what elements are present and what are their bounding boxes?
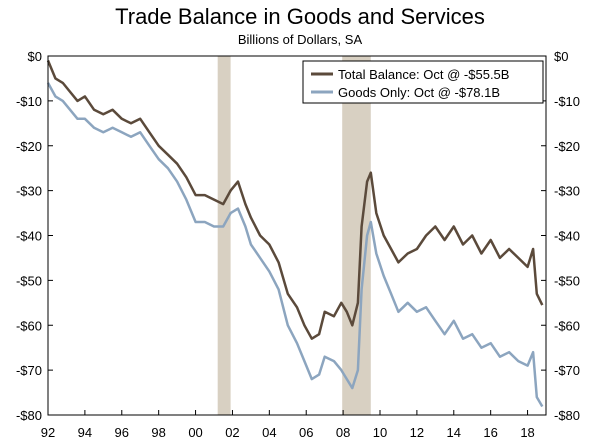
- x-tick-label: 08: [336, 425, 350, 440]
- x-tick-label: 92: [41, 425, 55, 440]
- x-tick-label: 10: [373, 425, 387, 440]
- axis-ticks: $0 $0 -$10 -$10 -$20 -$20 -$30 -$30 -$40 -$40 -$50…: [16, 49, 580, 440]
- y-tick-label-left: -$30: [16, 184, 42, 199]
- total-legend-label: Total Balance: Oct @ -$55.5B: [338, 67, 509, 82]
- y-tick-label-right: -$50: [554, 273, 580, 288]
- x-tick-label: 14: [447, 425, 461, 440]
- y-tick-label-left: -$10: [16, 94, 42, 109]
- y-tick-label-left: -$20: [16, 139, 42, 154]
- y-tick-label-left: $0: [28, 49, 42, 64]
- x-tick-label: 06: [299, 425, 313, 440]
- x-tick-label: 12: [410, 425, 424, 440]
- x-tick-label: 98: [151, 425, 165, 440]
- y-tick-label-left: -$80: [16, 408, 42, 423]
- y-tick-label-right: $0: [554, 49, 568, 64]
- x-tick-label: 00: [188, 425, 202, 440]
- x-tick-label: 02: [225, 425, 239, 440]
- chart-subtitle: Billions of Dollars, SA: [237, 32, 363, 47]
- legend: Total Balance: Oct @ -$55.5B Goods Only: …: [302, 60, 544, 104]
- y-tick-label-right: -$10: [554, 94, 580, 109]
- goods-legend-label: Goods Only: Oct @ -$78.1B: [338, 85, 500, 100]
- x-tick-label: 18: [520, 425, 534, 440]
- y-tick-label-left: -$50: [16, 273, 42, 288]
- chart-title: Trade Balance in Goods and Services: [115, 4, 485, 29]
- y-tick-label-right: -$80: [554, 408, 580, 423]
- y-tick-label-left: -$70: [16, 363, 42, 378]
- y-tick-label-right: -$30: [554, 184, 580, 199]
- y-tick-label-right: -$40: [554, 229, 580, 244]
- x-tick-label: 96: [115, 425, 129, 440]
- legend-box: [302, 60, 544, 104]
- x-tick-label: 16: [483, 425, 497, 440]
- x-tick-label: 94: [78, 425, 92, 440]
- y-tick-label-left: -$40: [16, 229, 42, 244]
- series-lines: [46, 60, 544, 408]
- y-tick-label-right: -$60: [554, 318, 580, 333]
- recession-band-0: [217, 56, 231, 415]
- goods-series-line: [46, 82, 544, 408]
- total-series-line: [46, 60, 544, 340]
- x-tick-label: 04: [262, 425, 276, 440]
- y-tick-label-left: -$60: [16, 318, 42, 333]
- y-tick-label-right: -$70: [554, 363, 580, 378]
- recession-shading: [217, 56, 371, 415]
- y-tick-label-right: -$20: [554, 139, 580, 154]
